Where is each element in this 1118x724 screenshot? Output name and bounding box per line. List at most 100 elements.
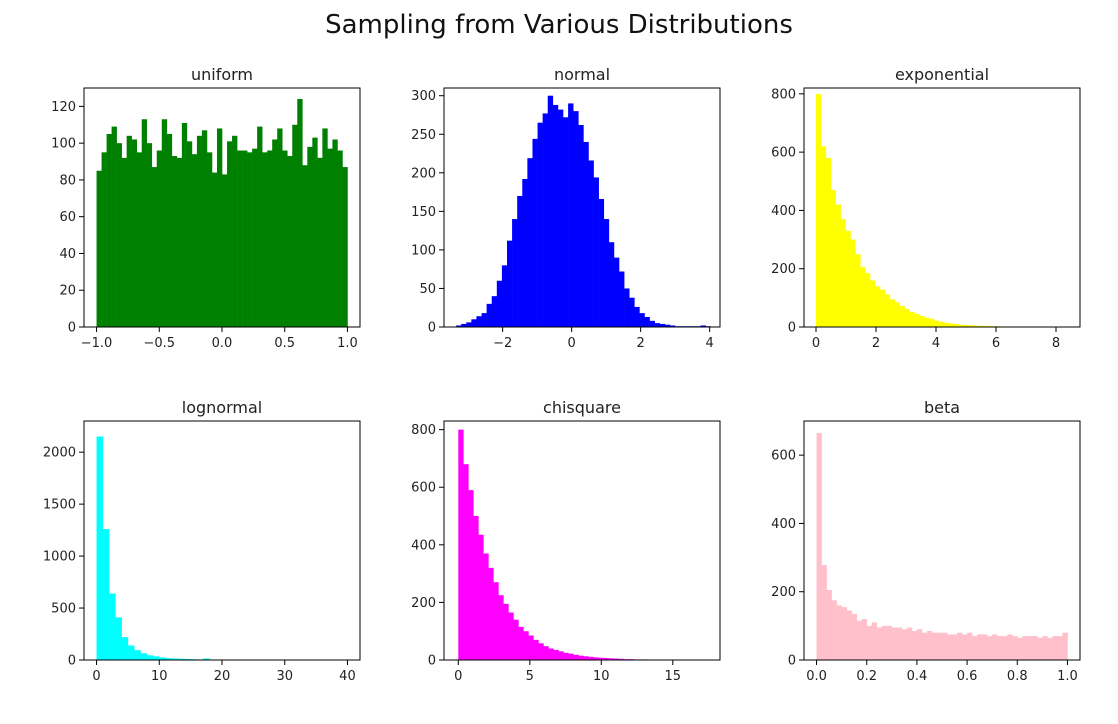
subplot-chisquare: 0 5 10 15 0 200 400 600 800 chisquare: [411, 398, 721, 684]
histogram-bar: [936, 632, 943, 660]
histogram-bar: [503, 603, 509, 660]
histogram-bar: [884, 294, 891, 327]
histogram-bar: [593, 657, 599, 660]
histogram-bar: [146, 655, 154, 660]
histogram-bar: [523, 631, 529, 660]
histogram-bar: [860, 267, 866, 327]
histogram-bar: [508, 612, 514, 660]
histogram-bar: [548, 648, 554, 660]
histogram-bar: [171, 658, 179, 660]
histogram-bar: [102, 529, 110, 660]
histogram-bar: [501, 265, 508, 327]
histogram-bar: [463, 464, 469, 660]
histogram-bar: [222, 174, 228, 327]
histogram-bar: [558, 651, 564, 660]
histogram-bar: [835, 204, 841, 327]
histogram-bar: [292, 124, 298, 328]
histogram-bar: [161, 119, 168, 327]
histogram-bar: [588, 160, 594, 327]
x-tick-label: −2: [493, 336, 512, 351]
subplot-title: beta: [924, 398, 960, 417]
histogram-bar: [302, 165, 308, 327]
histogram-bar: [608, 658, 614, 660]
y-tick-label: 400: [771, 204, 796, 219]
histogram-bar: [483, 553, 489, 660]
histogram-bar: [486, 303, 493, 327]
x-tick-label: 10: [151, 669, 168, 684]
histogram-bar: [140, 653, 148, 660]
histogram-bar: [856, 620, 863, 660]
histogram-bar: [282, 150, 288, 327]
histogram-bar: [578, 125, 584, 327]
histogram-bar: [106, 133, 112, 327]
histogram-bar: [201, 130, 208, 327]
histogram-bar: [563, 117, 569, 327]
histogram-bar: [568, 653, 574, 660]
histogram-bar: [203, 658, 210, 660]
x-tick-label: 5: [526, 669, 534, 684]
histogram-bar: [624, 288, 630, 327]
y-tick-label: 60: [59, 210, 76, 225]
subplot-exponential: 0 2 4 6 8 0 200 400 600 800 exponential: [771, 65, 1081, 351]
subplot-uniform: −1.0 −0.5 0.0 0.5 1.0 0 20 40 60 80 100 120 uniform: [51, 65, 361, 351]
histogram-bar: [1032, 636, 1038, 660]
histogram-bar: [613, 658, 619, 660]
histogram-bar: [491, 296, 498, 327]
histogram-bar: [881, 625, 888, 660]
histogram-bar: [537, 122, 543, 327]
histogram-bar: [1042, 636, 1048, 660]
histogram-bar: [211, 172, 218, 327]
histogram-bar: [855, 254, 861, 327]
histogram-bar: [1007, 634, 1013, 660]
histogram-bar: [909, 311, 915, 327]
histogram-bar: [866, 625, 873, 660]
x-tick-label: 2: [637, 336, 645, 351]
histogram-bar: [963, 324, 969, 327]
histogram-bar: [608, 242, 615, 327]
y-tick-label: 0: [68, 654, 76, 669]
histogram-bar: [332, 139, 338, 327]
x-tick-label: 0.0: [212, 336, 233, 351]
x-tick-label: 6: [992, 336, 1000, 351]
histogram-bar: [639, 313, 645, 327]
histogram-bar: [237, 150, 243, 327]
x-tick-label: 0: [454, 669, 462, 684]
histogram-bar: [962, 634, 968, 660]
histogram-bar: [1047, 637, 1053, 660]
histogram-bar: [287, 156, 293, 327]
x-tick-label: 4: [706, 336, 714, 351]
histogram-bar: [919, 315, 925, 327]
histogram-bar: [126, 135, 132, 327]
histogram-bar: [619, 271, 625, 327]
histogram-bar: [875, 286, 881, 327]
histogram-bar: [942, 632, 948, 660]
histogram-bar: [886, 625, 893, 660]
histogram-bar: [603, 657, 609, 660]
histogram-bar: [131, 139, 137, 327]
y-tick-label: 40: [59, 247, 76, 262]
histogram-bar: [542, 113, 549, 327]
axes-frame: [83, 420, 361, 661]
histogram-bar: [101, 152, 107, 327]
histogram-bar: [146, 143, 153, 327]
histogram-bar: [141, 119, 148, 327]
histogram-bar: [153, 656, 160, 660]
y-tick-label: 600: [771, 146, 796, 161]
histogram-bar: [543, 646, 549, 660]
subplot-title: lognormal: [182, 398, 262, 417]
histogram-bar: [921, 632, 928, 660]
histogram-bar: [134, 650, 141, 660]
subplot-title: exponential: [895, 65, 989, 84]
histogram-bar: [871, 622, 878, 660]
histogram-bar: [498, 595, 504, 660]
x-tick-label: 0.4: [907, 669, 928, 684]
histogram-bar: [840, 219, 846, 327]
histogram-bar: [127, 645, 135, 660]
histogram-bar: [522, 178, 528, 327]
histogram-bar: [461, 323, 467, 327]
histogram-bar: [115, 617, 122, 660]
histogram-bar: [669, 325, 676, 327]
x-tick-label: 0.6: [957, 669, 978, 684]
histogram-bar: [603, 219, 610, 327]
histogram-bar: [166, 133, 173, 327]
